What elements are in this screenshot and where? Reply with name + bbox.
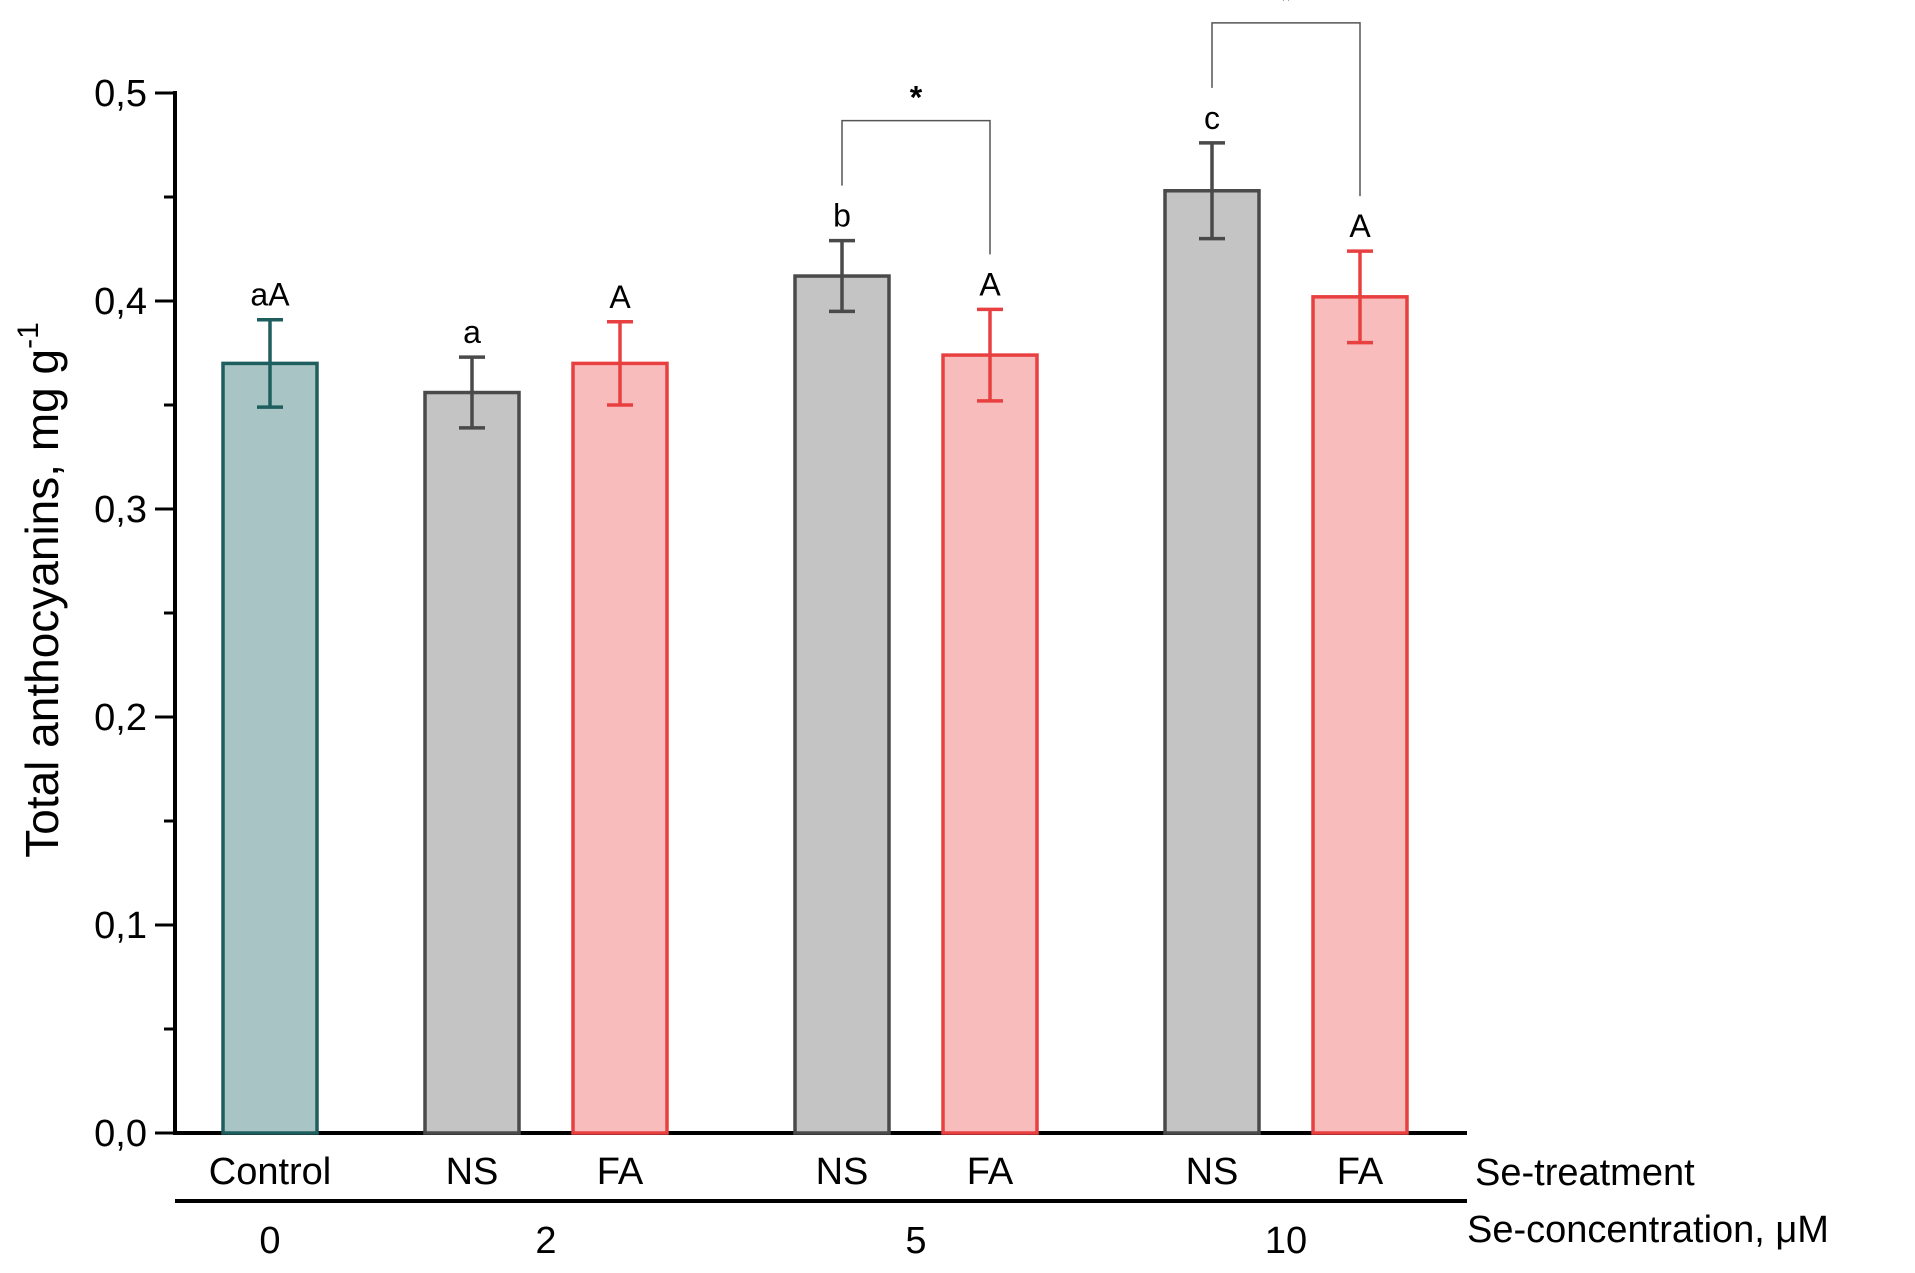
y-tick-label: 0,1 <box>94 905 147 947</box>
significance-bracket <box>841 119 991 255</box>
treatment-label: FA <box>967 1151 1014 1193</box>
significance-star: * <box>1280 0 1293 18</box>
treatment-label: Control <box>209 1151 332 1193</box>
y-axis-title-text: Total anthocyanins, mg g <box>16 349 68 858</box>
bar <box>941 353 1039 1135</box>
treatment-label: NS <box>1186 1151 1239 1193</box>
y-axis-title-superscript: -1 <box>12 322 45 349</box>
significance-bracket <box>1211 22 1361 197</box>
bar <box>221 361 319 1135</box>
significance-letter: b <box>833 198 851 234</box>
bar <box>793 274 891 1135</box>
concentration-row-title: Se-concentration, μM <box>1467 1209 1829 1251</box>
y-tick-label: 0,3 <box>94 489 147 531</box>
treatment-label: NS <box>816 1151 869 1193</box>
concentration-label: 2 <box>535 1220 556 1262</box>
y-tick-label: 0,4 <box>94 281 147 323</box>
y-tick-label: 0,5 <box>94 73 147 115</box>
concentration-label: 5 <box>905 1220 926 1262</box>
significance-letter: A <box>609 279 631 315</box>
significance-letter: aA <box>250 277 290 313</box>
bars <box>221 141 1409 1135</box>
treatment-row-title: Se-treatment <box>1475 1152 1695 1194</box>
treatment-label: FA <box>597 1151 644 1193</box>
treatment-label: NS <box>446 1151 499 1193</box>
y-tick-label: 0,0 <box>94 1113 147 1155</box>
concentration-label: 10 <box>1265 1220 1307 1262</box>
significance-letter: c <box>1204 100 1220 136</box>
y-tick-label: 0,2 <box>94 697 147 739</box>
axes: 0,0 0,1 0,2 0,3 0,4 0,5 <box>94 73 1467 1203</box>
bar <box>1163 189 1261 1135</box>
labels: aA Control a NS A FA b NS A FA c NS A FA 0 2 5 10 * * <box>209 0 1384 1262</box>
significance-letter: A <box>979 266 1001 302</box>
bar <box>1311 295 1409 1135</box>
treatment-label: FA <box>1337 1151 1384 1193</box>
significance-letter: A <box>1349 208 1371 244</box>
bar <box>423 390 521 1135</box>
y-axis-title: Total anthocyanins, mg g-1 <box>12 322 68 858</box>
significance-star: * <box>910 80 923 116</box>
significance-letter: a <box>463 314 481 350</box>
bar <box>571 361 669 1135</box>
concentration-label: 0 <box>259 1220 280 1262</box>
